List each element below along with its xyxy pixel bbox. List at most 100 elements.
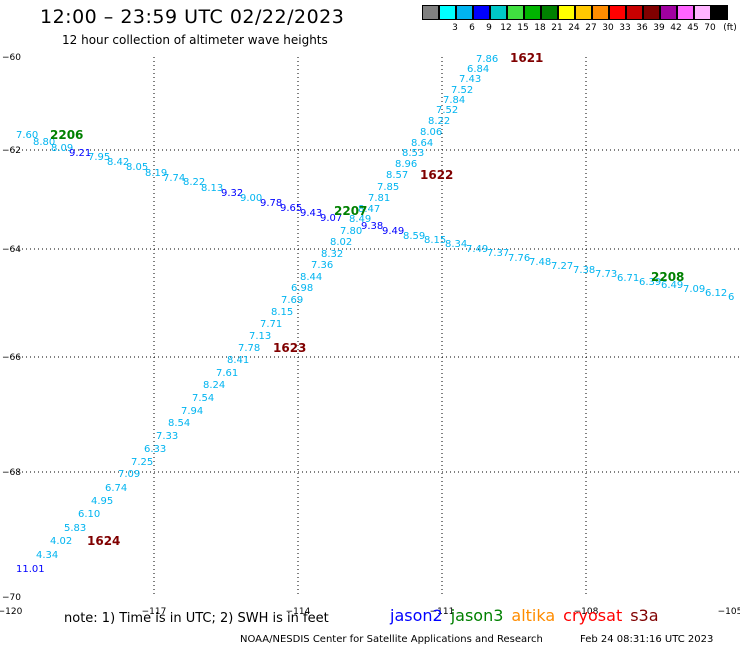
pass-time-label: 2207 bbox=[334, 204, 367, 218]
pass-time-label: 1621 bbox=[510, 51, 543, 65]
map-title: 12:00 – 23:59 UTC 02/22/2023 bbox=[40, 6, 345, 28]
swh-value: 8.15 bbox=[271, 307, 293, 318]
swh-value: 7.94 bbox=[181, 406, 203, 417]
lon-tick-label: −105 bbox=[718, 607, 740, 617]
swh-value: 6.71 bbox=[617, 273, 639, 284]
swh-value: 6.49 bbox=[661, 280, 683, 291]
color-label: 9 bbox=[486, 23, 492, 33]
pass-time-label: 1622 bbox=[420, 168, 453, 182]
swh-value: 8.41 bbox=[227, 355, 249, 366]
swh-value: 8.06 bbox=[420, 127, 442, 138]
color-swatch bbox=[660, 5, 677, 20]
swh-value: 7.60 bbox=[16, 130, 38, 141]
lat-tick-label: −64 bbox=[2, 245, 21, 255]
swh-value: 7.13 bbox=[249, 331, 271, 342]
lon-tick-label: −114 bbox=[286, 607, 311, 617]
swh-value: 7.09 bbox=[683, 284, 705, 295]
swh-value: 9.65 bbox=[280, 203, 302, 214]
pass-labels: 1621 1622 1623 1624 2206 2207 2208 bbox=[50, 51, 684, 548]
color-label: 24 bbox=[568, 23, 580, 33]
swh-value: 9.43 bbox=[300, 208, 322, 219]
swh-value: 7.84 bbox=[443, 95, 465, 106]
color-label: 30 bbox=[602, 23, 614, 33]
swh-value: 8.49 bbox=[349, 214, 371, 225]
swh-value: 9.07 bbox=[320, 213, 342, 224]
units-note: note: 1) Time is in UTC; 2) SWH is in fe… bbox=[64, 611, 329, 626]
swh-value: 8.19 bbox=[145, 168, 167, 179]
swh-value: 6.74 bbox=[105, 483, 127, 494]
swh-value: 8.80 bbox=[33, 137, 55, 148]
satellite-s3a: s3a bbox=[630, 606, 659, 625]
swh-value: 7.52 bbox=[436, 105, 458, 116]
lat-tick-label: −68 bbox=[2, 468, 21, 478]
swh-value: 8.47 bbox=[358, 204, 380, 215]
swh-value: 6 bbox=[728, 292, 734, 303]
swh-value: 8.59 bbox=[403, 231, 425, 242]
swh-value: 7.33 bbox=[156, 431, 178, 442]
color-swatch bbox=[711, 5, 728, 20]
swh-value: 7.52 bbox=[451, 85, 473, 96]
swh-value: 4.34 bbox=[36, 550, 58, 561]
swh-value: 8.13 bbox=[201, 183, 223, 194]
color-swatch bbox=[643, 5, 660, 20]
color-swatch bbox=[677, 5, 694, 20]
swh-value: 5.83 bbox=[64, 523, 86, 534]
pass-time-label: 2206 bbox=[50, 128, 83, 142]
color-label: 21 bbox=[551, 23, 563, 33]
swh-value: 6.84 bbox=[467, 64, 489, 75]
wave-height-observations: 7.866.847.437.527.847.528.228.068.648.53… bbox=[16, 54, 734, 575]
swh-value: 7.95 bbox=[88, 152, 110, 163]
swh-value: 7.37 bbox=[487, 248, 509, 259]
swh-value: 8.32 bbox=[321, 249, 343, 260]
color-swatch bbox=[524, 5, 541, 20]
pass-time-label: 1624 bbox=[87, 534, 120, 548]
swh-value: 8.22 bbox=[183, 177, 205, 188]
swh-value: 8.53 bbox=[402, 148, 424, 159]
lon-tick-label: −111 bbox=[430, 607, 455, 617]
color-label: 27 bbox=[585, 23, 597, 33]
swh-value: 7.49 bbox=[466, 244, 488, 255]
lat-tick-label: −66 bbox=[2, 353, 21, 363]
swh-value: 4.95 bbox=[91, 496, 113, 507]
color-label: 45 bbox=[687, 23, 699, 33]
swh-value: 8.24 bbox=[203, 380, 225, 391]
swh-value: 7.27 bbox=[551, 261, 573, 272]
swh-value: 8.02 bbox=[330, 237, 352, 248]
swh-value: 7.85 bbox=[377, 182, 399, 193]
swh-value: 6.12 bbox=[705, 288, 727, 299]
swh-value: 4.02 bbox=[50, 536, 72, 547]
color-label: 18 bbox=[534, 23, 546, 33]
lon-tick-label: −108 bbox=[574, 607, 599, 617]
swh-value: 8.44 bbox=[300, 272, 322, 283]
swh-value: 7.38 bbox=[573, 265, 595, 276]
color-swatch bbox=[439, 5, 456, 20]
satellite-cryosat: cryosat bbox=[563, 606, 623, 625]
color-swatch bbox=[694, 5, 711, 20]
swh-value: 8.09 bbox=[51, 143, 73, 154]
swh-value: 8.42 bbox=[107, 157, 129, 168]
swh-value: 9.38 bbox=[361, 221, 383, 232]
color-swatch bbox=[490, 5, 507, 20]
swh-value: 9.32 bbox=[221, 188, 243, 199]
satellite-jason3: jason3 bbox=[450, 606, 504, 625]
color-label: 33 bbox=[619, 23, 631, 33]
swh-value: 7.25 bbox=[131, 457, 153, 468]
swh-value: 7.78 bbox=[238, 343, 260, 354]
credit-text: NOAA/NESDIS Center for Satellite Applica… bbox=[240, 634, 543, 645]
swh-value: 8.22 bbox=[428, 116, 450, 127]
swh-value: 8.15 bbox=[424, 235, 446, 246]
swh-value: 7.86 bbox=[476, 54, 498, 65]
swh-value: 6.33 bbox=[144, 444, 166, 455]
color-swatch bbox=[422, 5, 439, 20]
swh-value: 9.78 bbox=[260, 198, 282, 209]
swh-value: 7.81 bbox=[368, 193, 390, 204]
color-unit-label: (ft) bbox=[723, 23, 737, 33]
color-swatch bbox=[592, 5, 609, 20]
color-swatch bbox=[575, 5, 592, 20]
swh-value: 9.21 bbox=[69, 148, 91, 159]
color-label: 39 bbox=[653, 23, 665, 33]
color-label: 15 bbox=[517, 23, 529, 33]
swh-value: 7.74 bbox=[163, 173, 185, 184]
color-label: 3 bbox=[452, 23, 458, 33]
